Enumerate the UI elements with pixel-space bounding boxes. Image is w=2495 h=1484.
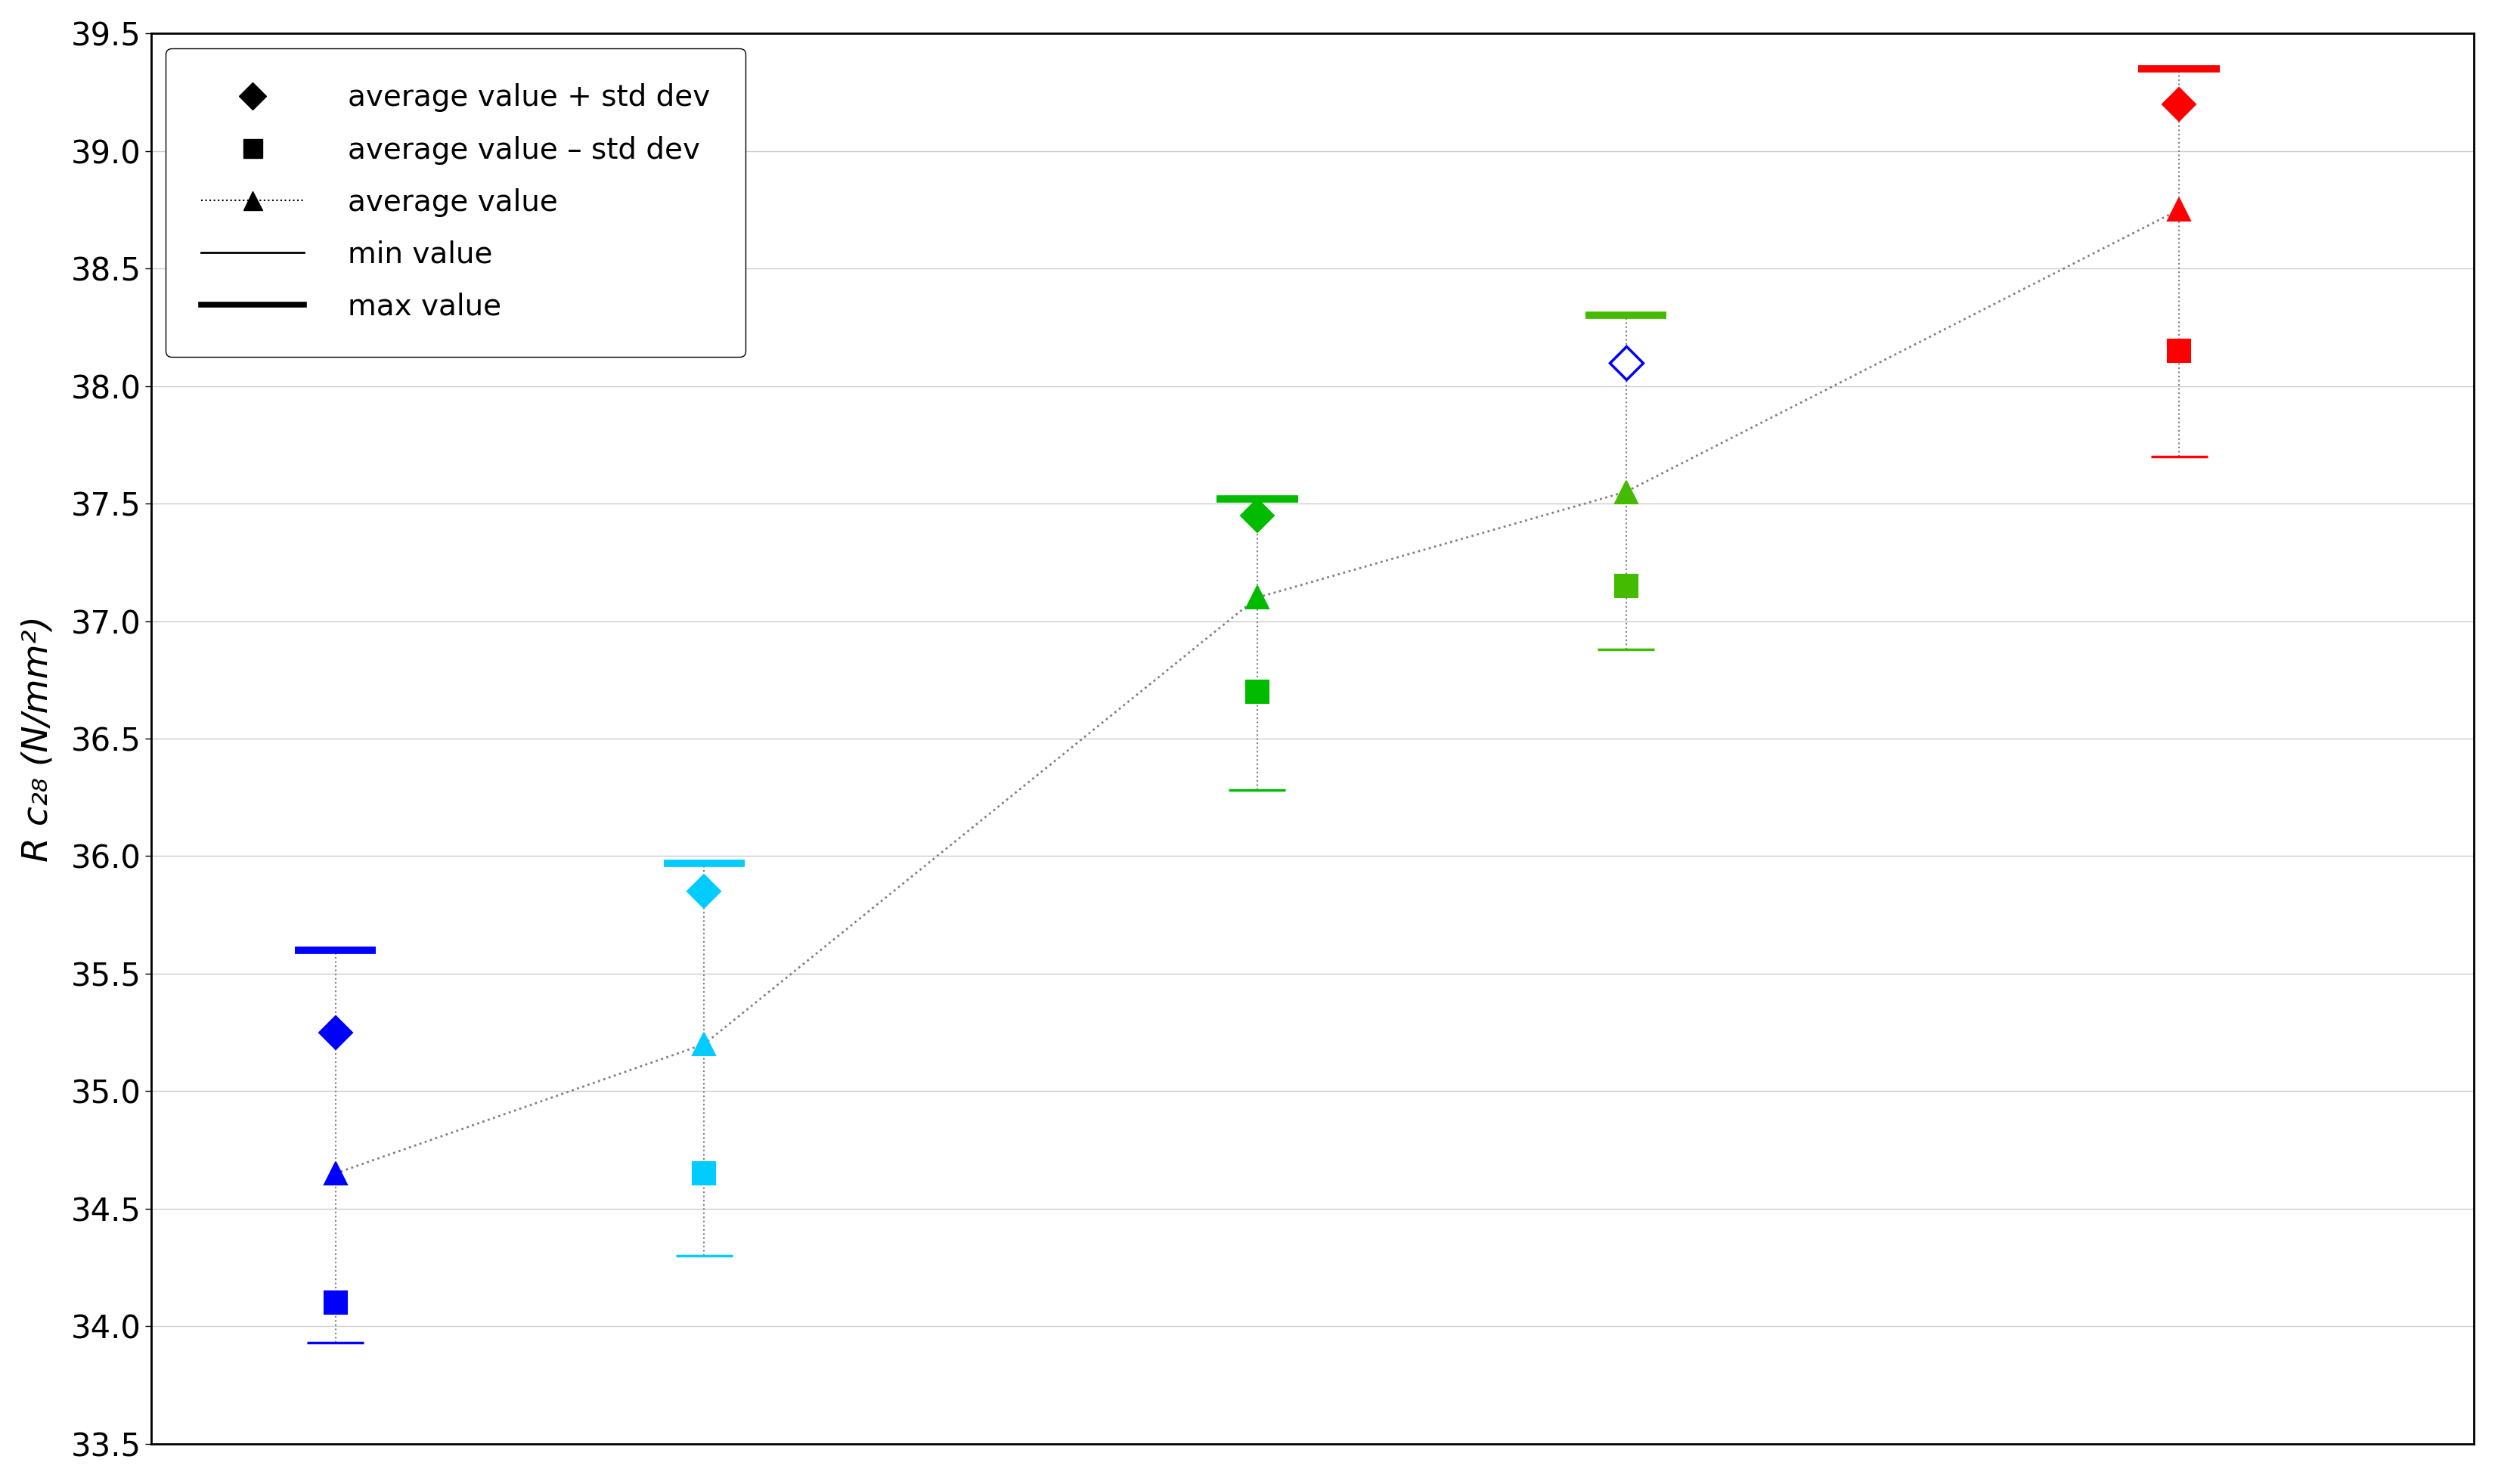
Legend: average value + std dev, average value – std dev, average value, min value, max : average value + std dev, average value –… [165, 47, 746, 356]
Y-axis label: R c₂₈ (N/mm²): R c₂₈ (N/mm²) [20, 616, 55, 862]
